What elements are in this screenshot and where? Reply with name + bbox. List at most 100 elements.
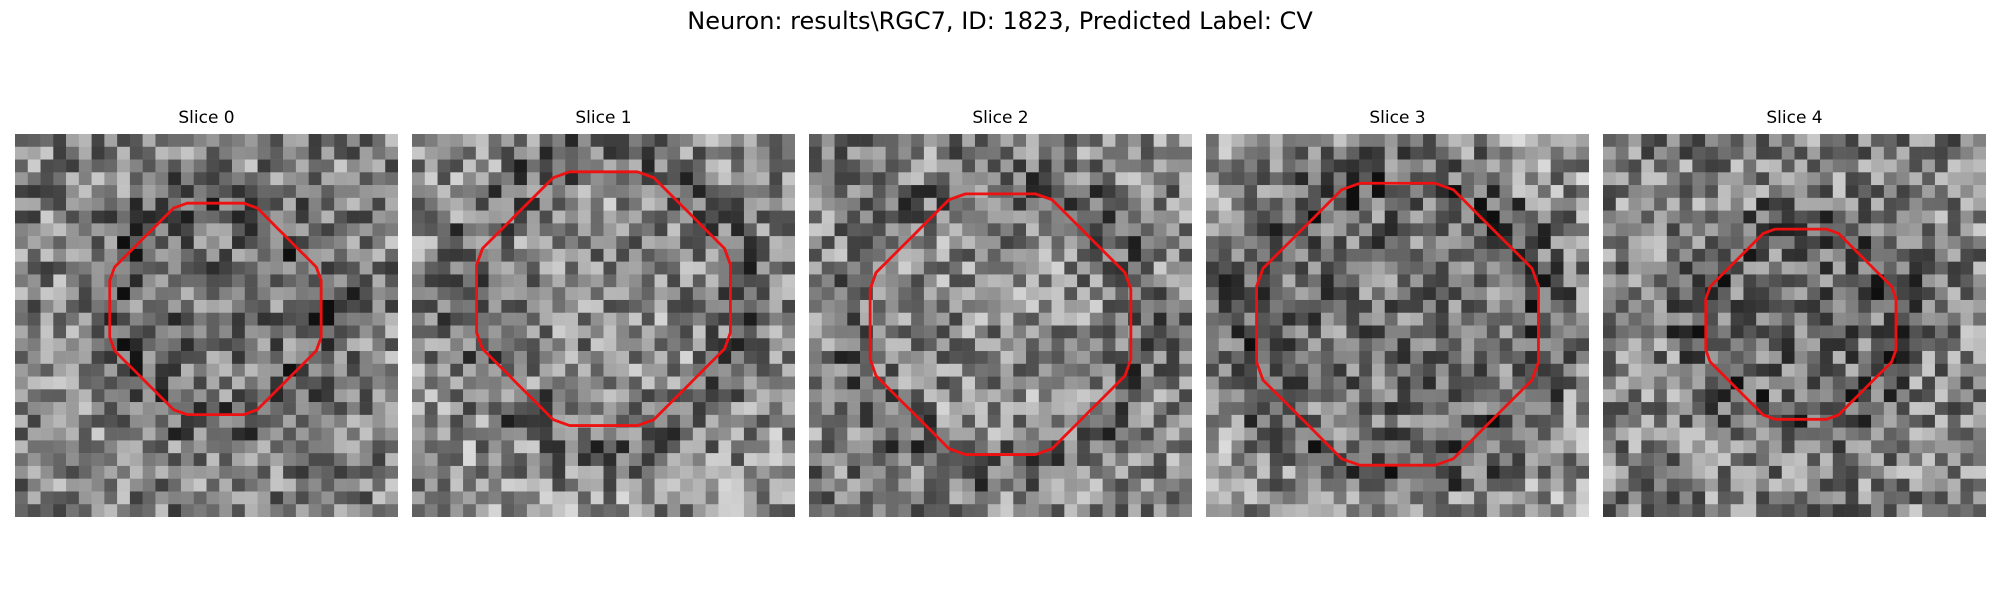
slice-image xyxy=(412,134,795,517)
pixel xyxy=(1333,376,1347,390)
pixel xyxy=(463,453,477,467)
pixel xyxy=(680,402,694,416)
pixel xyxy=(450,351,464,365)
slice-title: Slice 0 xyxy=(178,108,235,128)
pixel xyxy=(1960,287,1974,301)
pixel xyxy=(1423,210,1437,224)
pixel xyxy=(78,389,92,403)
pixel xyxy=(91,465,105,479)
pixel xyxy=(872,402,886,416)
pixel xyxy=(308,427,322,441)
pixel xyxy=(1333,223,1347,237)
pixel xyxy=(847,427,861,441)
pixel xyxy=(1346,223,1360,237)
pixel xyxy=(501,351,515,365)
pixel xyxy=(1295,172,1309,186)
pixel xyxy=(501,478,515,492)
pixel xyxy=(1397,210,1411,224)
pixel xyxy=(1922,248,1936,262)
pixel xyxy=(1423,312,1437,326)
pixel xyxy=(475,453,489,467)
pixel xyxy=(283,427,297,441)
pixel xyxy=(923,312,937,326)
pixel xyxy=(40,389,54,403)
pixel xyxy=(590,504,604,517)
pixel xyxy=(1922,351,1936,365)
pixel xyxy=(1410,427,1424,441)
pixel xyxy=(450,210,464,224)
pixel xyxy=(321,236,335,250)
pixel xyxy=(15,478,29,492)
pixel xyxy=(1218,440,1232,454)
pixel xyxy=(1282,376,1296,390)
pixel xyxy=(1423,402,1437,416)
pixel xyxy=(91,427,105,441)
pixel xyxy=(577,363,591,377)
pixel xyxy=(1768,440,1782,454)
pixel xyxy=(1435,491,1449,505)
pixel xyxy=(1410,491,1424,505)
pixel xyxy=(987,338,1001,352)
pixel xyxy=(1615,504,1629,517)
pixel xyxy=(437,248,451,262)
pixel xyxy=(1435,389,1449,403)
pixel xyxy=(1576,453,1589,467)
pixel xyxy=(1423,440,1437,454)
pixel xyxy=(1832,414,1846,428)
pixel xyxy=(809,210,823,224)
pixel xyxy=(1461,440,1475,454)
pixel xyxy=(450,299,464,313)
pixel xyxy=(1026,210,1040,224)
pixel xyxy=(257,210,271,224)
pixel xyxy=(1756,478,1770,492)
pixel xyxy=(1166,261,1180,275)
pixel xyxy=(872,185,886,199)
pixel xyxy=(66,159,80,173)
pixel xyxy=(1717,478,1731,492)
pixel xyxy=(1320,312,1334,326)
pixel xyxy=(1257,440,1271,454)
pixel xyxy=(1922,504,1936,517)
pixel xyxy=(1922,146,1936,160)
pixel xyxy=(809,274,823,288)
pixel xyxy=(718,376,732,390)
pixel xyxy=(1641,427,1655,441)
pixel xyxy=(1550,363,1564,377)
pixel xyxy=(321,299,335,313)
pixel xyxy=(616,465,630,479)
pixel xyxy=(15,453,29,467)
pixel xyxy=(359,172,373,186)
pixel xyxy=(206,248,220,262)
pixel xyxy=(782,402,795,416)
pixel xyxy=(1922,363,1936,377)
pixel xyxy=(731,210,745,224)
pixel xyxy=(809,287,823,301)
pixel xyxy=(1756,134,1770,148)
pixel xyxy=(334,185,348,199)
pixel xyxy=(539,248,553,262)
pixel xyxy=(898,248,912,262)
pixel xyxy=(346,287,360,301)
pixel xyxy=(667,210,681,224)
pixel xyxy=(641,363,655,377)
pixel xyxy=(40,363,54,377)
pixel xyxy=(1064,261,1078,275)
pixel xyxy=(295,146,309,160)
pixel xyxy=(1525,351,1539,365)
pixel xyxy=(974,185,988,199)
pixel xyxy=(769,223,783,237)
pixel xyxy=(565,402,579,416)
pixel xyxy=(1346,236,1360,250)
pixel xyxy=(769,427,783,441)
pixel xyxy=(1909,491,1923,505)
pixel xyxy=(680,146,694,160)
pixel xyxy=(412,172,426,186)
pixel xyxy=(552,363,566,377)
pixel xyxy=(257,440,271,454)
pixel xyxy=(1448,453,1462,467)
pixel xyxy=(40,465,54,479)
pixel xyxy=(40,402,54,416)
pixel xyxy=(590,210,604,224)
pixel xyxy=(1448,274,1462,288)
pixel xyxy=(463,185,477,199)
